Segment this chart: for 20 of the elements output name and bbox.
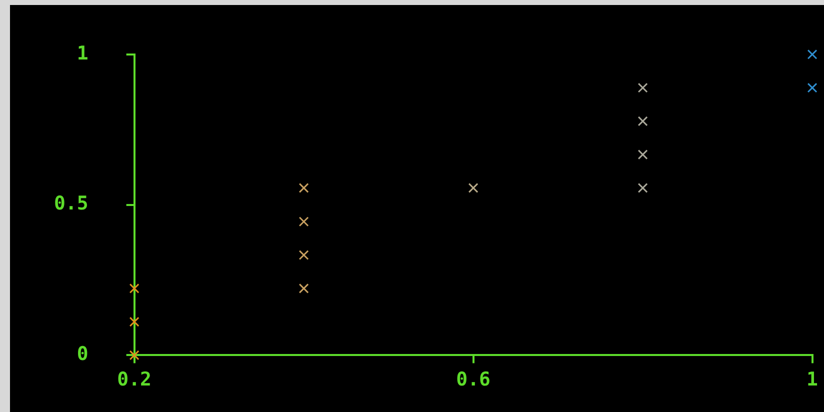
point [638, 82, 648, 93]
point [129, 316, 140, 327]
y-tick-label: 0.5 [54, 192, 88, 215]
point [298, 216, 309, 227]
point [638, 182, 648, 193]
point [298, 182, 309, 193]
y-tick-label: 0 [76, 343, 88, 366]
point [298, 283, 309, 294]
point [807, 49, 818, 60]
point [638, 150, 648, 160]
x-tick-label: 0.2 [117, 368, 152, 391]
point [129, 283, 140, 294]
x-tick-label: 1 [806, 368, 818, 391]
point [298, 250, 309, 260]
point [807, 82, 818, 93]
x-tick-label: 0.6 [456, 368, 490, 391]
point [468, 182, 478, 193]
point [638, 116, 648, 126]
point [129, 350, 140, 360]
y-tick-label: 1 [76, 42, 88, 64]
